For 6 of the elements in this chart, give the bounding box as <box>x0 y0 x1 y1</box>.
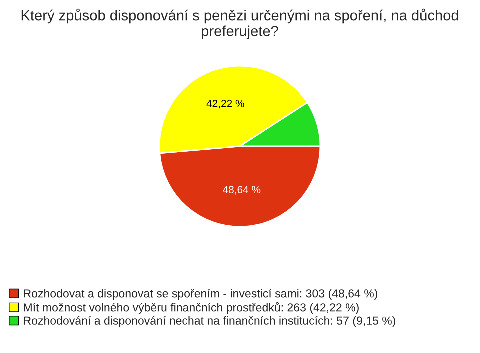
legend-label: Rozhodování a disponování nechat na finančních institucích: 57 (9,15 %) <box>24 316 396 328</box>
chart-title: Který způsob disponování s penězi určenými na spoření, na důchod preferujete? <box>22 8 458 40</box>
data-label: 48,64 % <box>223 186 261 195</box>
legend-label: Rozhodovat a disponovat se spořením - investicí sami: 303 (48,64 %) <box>24 289 378 300</box>
legend-label: Mít možnost volného výběru finančních prostředků: 263 (42,22 %) <box>24 302 359 314</box>
data-label: 42,22 % <box>206 100 244 109</box>
